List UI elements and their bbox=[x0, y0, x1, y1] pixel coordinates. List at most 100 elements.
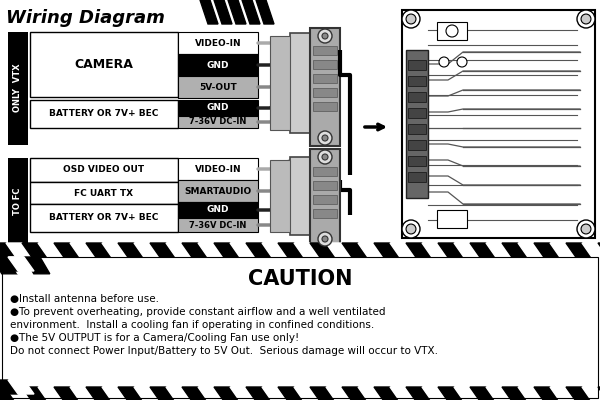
Polygon shape bbox=[134, 243, 160, 257]
Polygon shape bbox=[24, 257, 50, 274]
Polygon shape bbox=[150, 243, 176, 257]
Bar bbox=[408, 76, 426, 86]
Bar bbox=[30, 32, 178, 97]
Polygon shape bbox=[246, 243, 272, 257]
Bar bbox=[178, 76, 258, 98]
Polygon shape bbox=[22, 387, 48, 400]
Polygon shape bbox=[454, 243, 480, 257]
Polygon shape bbox=[470, 387, 496, 400]
Bar bbox=[313, 74, 337, 83]
Text: GND: GND bbox=[207, 104, 229, 112]
Circle shape bbox=[318, 150, 332, 164]
Polygon shape bbox=[200, 0, 218, 24]
Bar bbox=[313, 60, 337, 69]
Polygon shape bbox=[86, 387, 112, 400]
Bar bbox=[0, 0, 210, 24]
Bar bbox=[30, 182, 178, 204]
Polygon shape bbox=[326, 387, 352, 400]
Polygon shape bbox=[0, 243, 16, 257]
Polygon shape bbox=[390, 243, 416, 257]
Bar bbox=[402, 10, 595, 238]
Bar bbox=[30, 100, 178, 128]
Polygon shape bbox=[6, 387, 32, 400]
Text: ●Install antenna before use.: ●Install antenna before use. bbox=[10, 294, 159, 304]
Circle shape bbox=[406, 14, 416, 24]
Bar bbox=[313, 195, 337, 204]
Polygon shape bbox=[518, 243, 544, 257]
Circle shape bbox=[322, 236, 328, 242]
Text: 7-36V DC-IN: 7-36V DC-IN bbox=[190, 118, 247, 126]
Bar bbox=[313, 102, 337, 111]
Bar bbox=[437, 210, 467, 228]
Text: 7-36V DC-IN: 7-36V DC-IN bbox=[190, 220, 247, 230]
Polygon shape bbox=[598, 243, 600, 257]
Polygon shape bbox=[228, 0, 246, 24]
Polygon shape bbox=[6, 243, 32, 257]
Circle shape bbox=[439, 57, 449, 67]
Polygon shape bbox=[38, 387, 64, 400]
Bar bbox=[310, 28, 340, 146]
Text: GND: GND bbox=[207, 60, 229, 70]
Polygon shape bbox=[242, 0, 260, 24]
Polygon shape bbox=[518, 387, 544, 400]
Text: environment.  Install a cooling fan if operating in confined conditions.: environment. Install a cooling fan if op… bbox=[10, 320, 374, 330]
Bar bbox=[313, 167, 337, 176]
Bar bbox=[178, 32, 258, 54]
Polygon shape bbox=[198, 243, 224, 257]
Polygon shape bbox=[566, 243, 592, 257]
Bar bbox=[313, 88, 337, 97]
Polygon shape bbox=[182, 387, 208, 400]
Circle shape bbox=[318, 131, 332, 145]
Bar bbox=[313, 181, 337, 190]
Polygon shape bbox=[214, 243, 240, 257]
Polygon shape bbox=[0, 257, 18, 274]
Circle shape bbox=[581, 224, 591, 234]
Circle shape bbox=[457, 57, 467, 67]
Polygon shape bbox=[470, 243, 496, 257]
Bar bbox=[270, 160, 290, 232]
Polygon shape bbox=[326, 243, 352, 257]
Text: Wiring Diagram: Wiring Diagram bbox=[6, 9, 165, 27]
Circle shape bbox=[577, 10, 595, 28]
Bar bbox=[8, 158, 28, 245]
Polygon shape bbox=[86, 243, 112, 257]
Text: GND: GND bbox=[207, 206, 229, 214]
Polygon shape bbox=[278, 243, 304, 257]
Polygon shape bbox=[214, 0, 232, 24]
Text: FC UART TX: FC UART TX bbox=[74, 188, 134, 198]
Bar bbox=[408, 156, 426, 166]
Text: OSD VIDEO OUT: OSD VIDEO OUT bbox=[64, 166, 145, 174]
Circle shape bbox=[318, 232, 332, 246]
Polygon shape bbox=[390, 387, 416, 400]
Text: CAUTION: CAUTION bbox=[248, 269, 352, 289]
Polygon shape bbox=[134, 387, 160, 400]
Polygon shape bbox=[502, 243, 528, 257]
Text: 5V-OUT: 5V-OUT bbox=[199, 82, 237, 92]
Polygon shape bbox=[342, 387, 368, 400]
Polygon shape bbox=[166, 243, 192, 257]
Polygon shape bbox=[198, 387, 224, 400]
Polygon shape bbox=[374, 243, 400, 257]
Bar bbox=[290, 33, 310, 133]
Polygon shape bbox=[182, 243, 208, 257]
Polygon shape bbox=[582, 387, 600, 400]
Circle shape bbox=[446, 25, 458, 37]
Text: TO FC: TO FC bbox=[14, 187, 23, 215]
Polygon shape bbox=[486, 387, 512, 400]
Bar bbox=[406, 50, 428, 198]
Polygon shape bbox=[230, 243, 256, 257]
Bar bbox=[310, 149, 340, 247]
Polygon shape bbox=[256, 0, 274, 24]
Bar bbox=[408, 108, 426, 118]
Polygon shape bbox=[150, 387, 176, 400]
Text: VIDEO-IN: VIDEO-IN bbox=[194, 38, 241, 48]
Circle shape bbox=[402, 10, 420, 28]
Polygon shape bbox=[534, 243, 560, 257]
Bar bbox=[408, 92, 426, 102]
Polygon shape bbox=[502, 387, 528, 400]
Polygon shape bbox=[438, 243, 464, 257]
Bar bbox=[0, 257, 600, 400]
Polygon shape bbox=[166, 387, 192, 400]
Polygon shape bbox=[422, 387, 448, 400]
Bar bbox=[178, 54, 258, 76]
